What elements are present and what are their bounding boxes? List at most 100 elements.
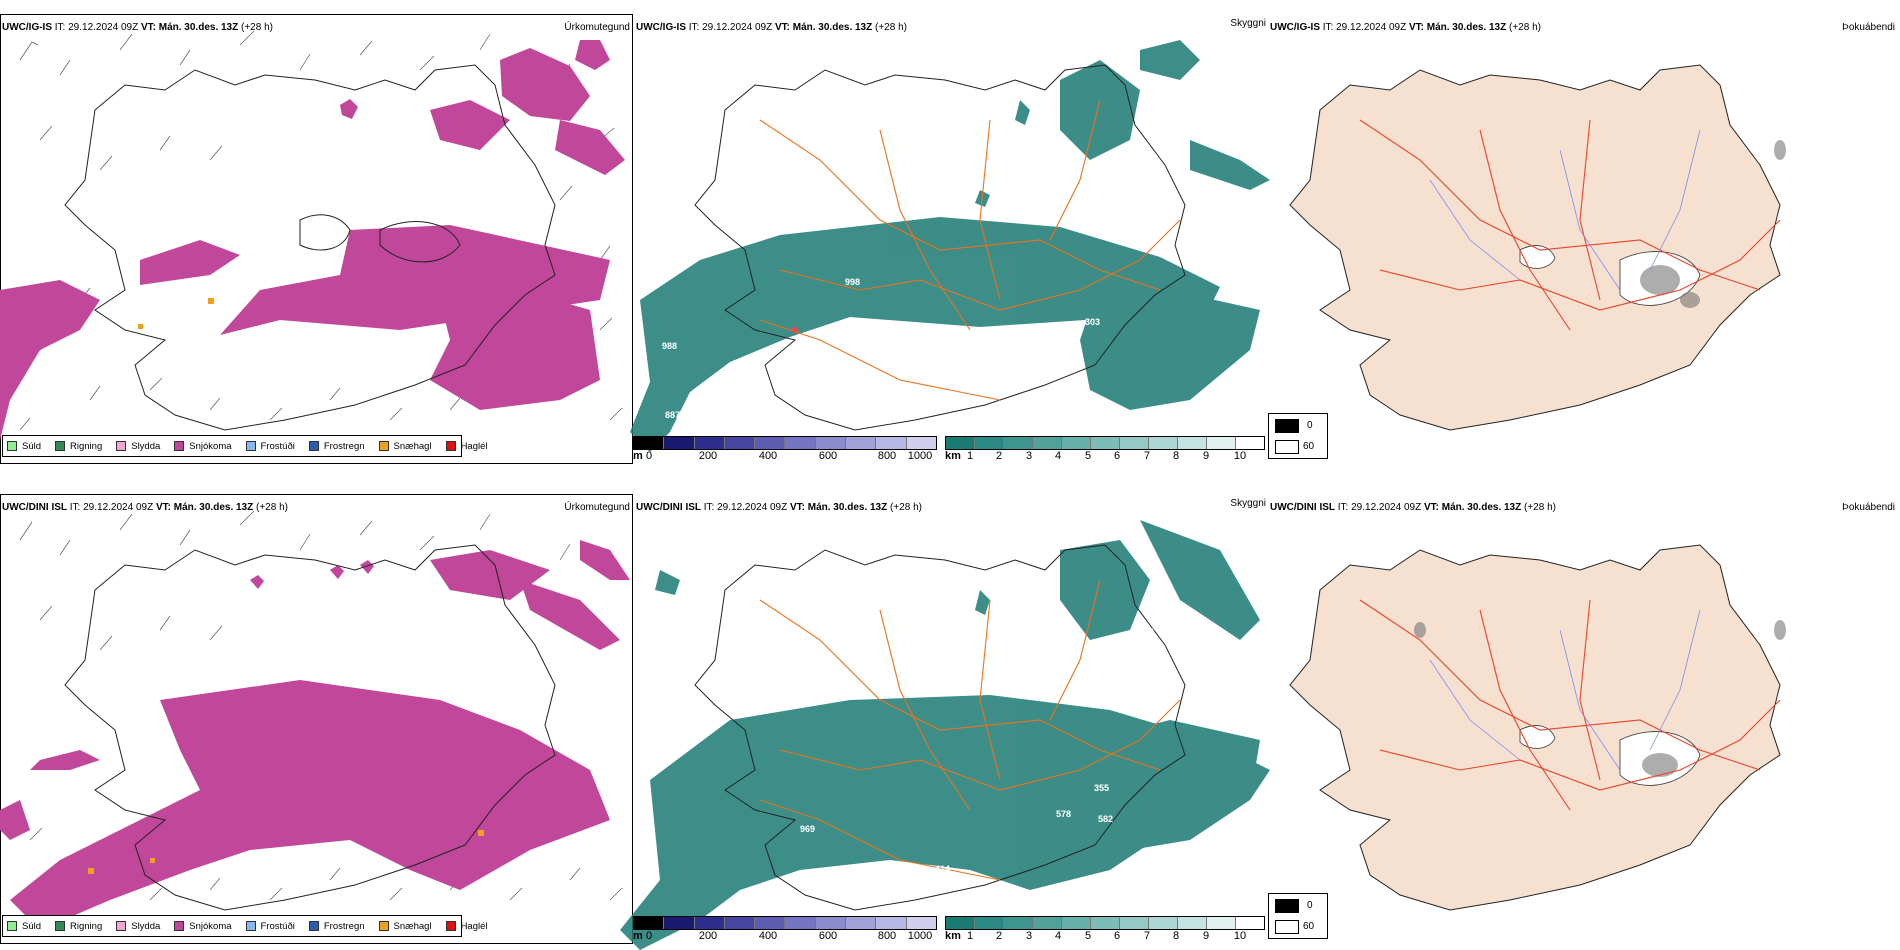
iceland-outline-4 bbox=[64, 544, 556, 911]
road-network-2 bbox=[759, 99, 1181, 401]
visibility-tick: 1 bbox=[966, 930, 974, 942]
map-header-2b: UWC/DINI ISL IT: 29.12.2024 09Z VT: Mán.… bbox=[636, 502, 922, 514]
snow-areas bbox=[0, 540, 630, 930]
cbar-seg bbox=[785, 917, 816, 929]
ceiling-colorbar-2 bbox=[633, 916, 937, 930]
visibility-tick: 4 bbox=[1054, 450, 1062, 462]
panel-title-visibility: Skyggni bbox=[1230, 498, 1266, 509]
legend-swatch bbox=[378, 441, 389, 451]
legend-item-snow-pellets: Snæhagl bbox=[378, 440, 432, 452]
map-header-1b: UWC/IG-IS IT: 29.12.2024 09Z VT: Mán. 30… bbox=[636, 22, 907, 34]
legend-label: Frostregn bbox=[323, 920, 365, 932]
value-label: 998 bbox=[845, 277, 860, 287]
panel-title-fog: Þokuábendi bbox=[1842, 22, 1895, 33]
legend-swatch bbox=[174, 441, 185, 451]
it-label: IT: bbox=[688, 22, 700, 33]
cbar-seg bbox=[946, 917, 975, 929]
visibility-tick: 5 bbox=[1084, 930, 1092, 942]
iceland-outline-5 bbox=[694, 544, 1186, 911]
panel-title-precip: Úrkomutegund bbox=[564, 502, 630, 513]
cbar-seg bbox=[1120, 437, 1149, 449]
panel-title-precip: Úrkomutegund bbox=[564, 22, 630, 33]
panel-title-visibility: Skyggni bbox=[1230, 18, 1266, 29]
visibility-tick: 7 bbox=[1143, 930, 1151, 942]
legend-label: Slydda bbox=[131, 920, 161, 932]
legend-item-hail: Haglél bbox=[445, 921, 488, 932]
ice-pellet-marks bbox=[88, 830, 484, 874]
fog-swatch-60 bbox=[1275, 440, 1299, 454]
cbar-seg bbox=[815, 917, 847, 929]
legend-label: Slydda bbox=[131, 440, 161, 452]
lead-time: (+28 h) bbox=[241, 22, 273, 33]
legend-label: Rigning bbox=[70, 920, 103, 932]
legend-label: Snjókoma bbox=[189, 920, 232, 932]
lead-time: (+28 h) bbox=[1524, 502, 1556, 513]
cbar-seg bbox=[634, 917, 665, 929]
rivers-3 bbox=[1429, 129, 1701, 291]
legend-label: Snjókoma bbox=[189, 440, 232, 452]
it-label: IT: bbox=[703, 502, 715, 513]
visibility-tick: 8 bbox=[1172, 930, 1180, 942]
legend-label: Snæhagl bbox=[393, 440, 432, 452]
vt-label: VT: bbox=[140, 22, 156, 33]
cbar-seg bbox=[946, 437, 975, 449]
panel-title-fog: Þokuábendi bbox=[1842, 502, 1895, 513]
value-label: 887 bbox=[665, 410, 680, 420]
precip-legend: Súld Rigning Slydda Snjókoma Frostúði Fr… bbox=[2, 435, 488, 457]
ceiling-tick: 600 bbox=[818, 450, 838, 462]
vt-value: Mán. 30.des. 13Z bbox=[1441, 502, 1522, 513]
model-name: UWC/IG-IS bbox=[2, 22, 52, 33]
ceiling-tick: 600 bbox=[818, 930, 838, 942]
lead-time: (+28 h) bbox=[1509, 22, 1541, 33]
legend-swatch bbox=[445, 441, 456, 451]
it-value: 29.12.2024 09Z bbox=[1336, 22, 1407, 33]
cbar-seg bbox=[1062, 437, 1091, 449]
vt-value: Mán. 30.des. 13Z bbox=[158, 22, 239, 33]
vt-label: VT: bbox=[1423, 502, 1439, 513]
cbar-seg bbox=[755, 437, 786, 449]
legend-swatch bbox=[7, 441, 17, 451]
legend-label: Rigning bbox=[70, 440, 103, 452]
fog-map-svg-1 bbox=[1289, 64, 1786, 431]
value-label: 32 bbox=[1144, 627, 1154, 637]
fog-shading-6 bbox=[1414, 620, 1786, 777]
model-name: UWC/DINI ISL bbox=[2, 502, 67, 513]
value-label: 969 bbox=[800, 824, 815, 834]
value-label: 414 bbox=[935, 864, 950, 874]
precip-type-map-1 bbox=[0, 14, 633, 464]
visibility-tick: 8 bbox=[1172, 450, 1180, 462]
legend-swatch bbox=[245, 441, 256, 451]
legend-label: Frostúði bbox=[260, 920, 295, 932]
low-visibility-areas bbox=[630, 40, 1270, 452]
visibility-tick: 3 bbox=[1025, 450, 1033, 462]
fog-label-0: 0 bbox=[1307, 420, 1313, 431]
legend-swatch bbox=[378, 921, 389, 931]
cbar-seg bbox=[846, 437, 877, 449]
legend-item-rain: Rigning bbox=[55, 441, 102, 452]
visibility-tick: 9 bbox=[1202, 930, 1210, 942]
legend-label: Haglél bbox=[460, 440, 488, 452]
vt-value: Mán. 30.des. 13Z bbox=[792, 22, 873, 33]
visibility-tick: 3 bbox=[1025, 930, 1033, 942]
iceland-outline-1 bbox=[64, 64, 556, 431]
cbar-seg bbox=[1178, 917, 1207, 929]
roads-6 bbox=[1359, 599, 1781, 811]
value-label: 303 bbox=[1085, 317, 1100, 327]
ceiling-tick: 400 bbox=[758, 450, 778, 462]
ceiling-unit: m bbox=[633, 450, 643, 462]
fog-legend-1: 0 60 bbox=[1268, 413, 1328, 459]
row-1: UWC/IG-IS IT: 29.12.2024 09Z VT: Mán. 30… bbox=[0, 0, 1900, 470]
cbar-seg bbox=[1207, 437, 1236, 449]
legend-item-hail: Haglél bbox=[445, 440, 488, 452]
value-label: 578 bbox=[1056, 809, 1071, 819]
legend-item-snow: Snjókoma bbox=[174, 440, 232, 452]
lead-time: (+28 h) bbox=[890, 502, 922, 513]
cbar-seg bbox=[1062, 917, 1091, 929]
visibility-tick: 6 bbox=[1113, 450, 1121, 462]
cbar-seg bbox=[1091, 437, 1120, 449]
model-name: UWC/IG-IS bbox=[1270, 22, 1320, 33]
it-value: 29.12.2024 09Z bbox=[702, 22, 773, 33]
legend-swatch bbox=[7, 921, 17, 931]
legend-item-snow-pellets: Snæhagl bbox=[378, 921, 432, 932]
ceiling-tick: 1000 bbox=[907, 450, 933, 462]
